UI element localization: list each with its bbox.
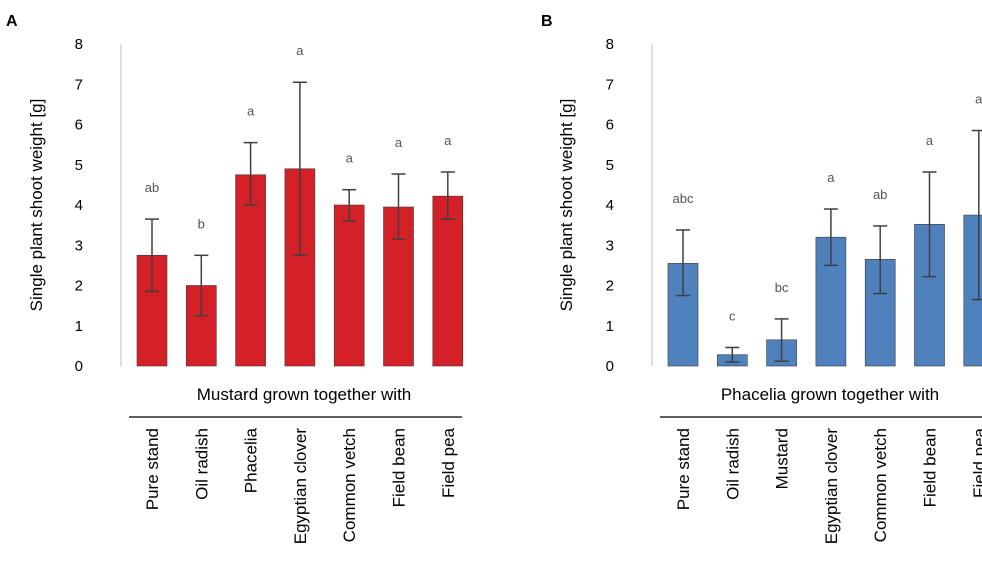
error-bar bbox=[243, 141, 258, 206]
y-tick-label: 3 bbox=[75, 237, 83, 254]
category-label: Phacelia bbox=[242, 427, 261, 493]
panel-label-a: A bbox=[6, 13, 18, 30]
category-label: Pure stand bbox=[674, 428, 693, 510]
y-tick-label: 6 bbox=[75, 117, 83, 134]
significance-labels-b: abc c bc a ab a a bbox=[673, 92, 982, 324]
bars-b bbox=[667, 214, 982, 367]
error-bar bbox=[145, 218, 159, 293]
significance-label: a bbox=[926, 133, 934, 148]
error-bar bbox=[971, 129, 982, 301]
panel-label-b: B bbox=[541, 13, 553, 30]
error-bar bbox=[873, 225, 888, 295]
panel-b: B Single plant shoot weight [g] 0 1 2 3 4 5 6 7… bbox=[541, 13, 982, 544]
y-tick-label: 6 bbox=[606, 117, 614, 134]
category-label: Field pea bbox=[439, 427, 458, 497]
y-tick-label: 0 bbox=[75, 358, 83, 375]
significance-label: c bbox=[729, 308, 736, 323]
significance-label: a bbox=[346, 151, 354, 166]
significance-label: a bbox=[827, 170, 835, 185]
significance-label: a bbox=[395, 135, 403, 150]
y-tick-label: 2 bbox=[606, 278, 614, 295]
error-bar bbox=[342, 188, 357, 222]
category-label: Pure stand bbox=[143, 428, 162, 510]
error-bars-b bbox=[676, 129, 982, 363]
x-axis-title-a: Mustard grown together with bbox=[197, 385, 412, 404]
category-label: Common vetch bbox=[340, 428, 359, 542]
category-labels-a: Pure stand Oil radish Phacelia Egyptian clo… bbox=[143, 427, 458, 544]
significance-label: ab bbox=[873, 187, 887, 202]
category-labels-b: Pure stand Oil radish Mustard Egyptian clov… bbox=[674, 427, 982, 544]
y-tick-label: 7 bbox=[606, 76, 614, 93]
significance-label: b bbox=[198, 216, 205, 231]
bars-a bbox=[136, 168, 464, 367]
x-axis-title-b: Phacelia grown together with bbox=[721, 385, 939, 404]
y-ticks-a: 0 1 2 3 4 5 6 7 8 bbox=[75, 36, 83, 375]
error-bar bbox=[676, 229, 690, 297]
significance-label: a bbox=[296, 43, 304, 58]
significance-label: ab bbox=[145, 180, 159, 195]
bar bbox=[333, 204, 365, 367]
y-tick-label: 4 bbox=[606, 197, 614, 214]
category-label: Field bean bbox=[921, 428, 940, 507]
y-axis-label-a: Single plant shoot weight [g] bbox=[27, 99, 46, 312]
y-tick-label: 4 bbox=[75, 197, 83, 214]
category-label: Oil radish bbox=[192, 428, 211, 500]
error-bar bbox=[292, 81, 307, 257]
error-bar bbox=[725, 346, 740, 363]
y-tick-label: 1 bbox=[75, 318, 83, 335]
y-tick-label: 5 bbox=[606, 157, 614, 174]
y-tick-label: 8 bbox=[75, 36, 83, 53]
y-tick-label: 0 bbox=[606, 358, 614, 375]
significance-labels-a: ab b a a a a a bbox=[145, 43, 452, 231]
significance-label: a bbox=[247, 104, 255, 119]
error-bar bbox=[922, 171, 937, 278]
category-label: Field pea bbox=[970, 427, 982, 497]
y-tick-label: 5 bbox=[75, 157, 83, 174]
category-label: Egyptian clover bbox=[291, 428, 310, 545]
y-tick-label: 8 bbox=[606, 36, 614, 53]
y-tick-label: 7 bbox=[75, 76, 83, 93]
category-label: Mustard bbox=[773, 428, 792, 489]
y-tick-label: 3 bbox=[606, 237, 614, 254]
panel-a: A Single plant shoot weight [g] 0 1 2 3 4 5 6 7… bbox=[6, 13, 464, 544]
error-bar bbox=[440, 171, 455, 220]
error-bar bbox=[194, 254, 209, 317]
category-label: Common vetch bbox=[871, 428, 890, 542]
y-ticks-b: 0 1 2 3 4 5 6 7 8 bbox=[606, 36, 614, 375]
error-bars-a bbox=[145, 81, 455, 317]
error-bar bbox=[823, 208, 838, 267]
category-label: Egyptian clover bbox=[822, 428, 841, 545]
y-tick-label: 2 bbox=[75, 278, 83, 295]
category-label: Oil radish bbox=[723, 428, 742, 500]
error-bar bbox=[391, 173, 406, 240]
significance-label: abc bbox=[673, 191, 694, 206]
significance-label: a bbox=[975, 92, 982, 107]
category-label: Field bean bbox=[390, 428, 409, 507]
bar bbox=[432, 195, 464, 367]
significance-label: a bbox=[444, 133, 452, 148]
y-axis-label-b: Single plant shoot weight [g] bbox=[557, 99, 576, 312]
error-bar bbox=[774, 318, 789, 362]
y-tick-label: 1 bbox=[606, 318, 614, 335]
significance-label: bc bbox=[775, 280, 789, 295]
